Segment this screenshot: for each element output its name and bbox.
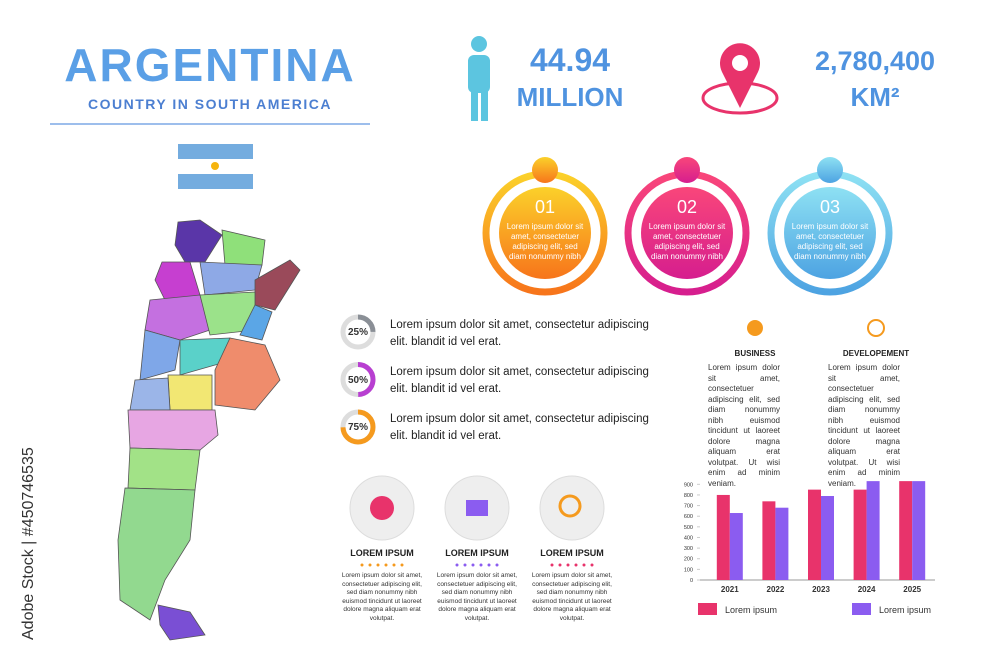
progress-arc <box>340 314 376 350</box>
step-text: Lorem ipsum dolor sit amet, consectetuer… <box>648 222 726 261</box>
x-tick-label: 2024 <box>858 585 876 594</box>
stat-value: 2,780,400 <box>814 46 936 76</box>
legend-label: Lorem ipsum <box>725 605 777 615</box>
y-tick-label: 900 <box>684 482 693 488</box>
step-number: 01 <box>534 197 556 217</box>
y-tick-label: 300 <box>684 546 693 552</box>
location-icon <box>701 43 779 115</box>
progress-label: 50% <box>347 375 368 386</box>
progress-label: 25% <box>347 327 368 338</box>
step-text: Lorem ipsum dolor sit amet, consectetuer… <box>506 222 584 261</box>
x-tick-label: 2025 <box>903 585 921 594</box>
card-text: Lorem ipsum dolor sit amet, consectetuer… <box>436 572 518 622</box>
progress-text: Lorem ipsum dolor sit amet, consectetur … <box>390 413 649 442</box>
bar <box>853 489 867 580</box>
bar <box>912 481 926 580</box>
bar <box>808 489 821 580</box>
step-circles <box>482 157 893 296</box>
bar <box>899 481 913 580</box>
progress-text: Lorem ipsum dolor sit amet, consectetur … <box>390 319 649 348</box>
bar <box>729 513 743 580</box>
title: ARGENTINA <box>64 39 356 91</box>
feature-icons <box>747 319 885 337</box>
y-tick-label: 0 <box>690 578 693 584</box>
feature-title: BUSINESS <box>734 349 776 358</box>
card-icons <box>349 475 605 541</box>
legend-swatch <box>852 603 871 615</box>
person-icon <box>468 36 490 121</box>
feature-title: DEVELOPEMENT <box>842 349 910 358</box>
step-text: Lorem ipsum dolor sit amet, consectetuer… <box>791 222 869 261</box>
stat-value: 44.94 <box>529 42 611 78</box>
progress-arc <box>340 362 376 397</box>
x-tick-label: 2021 <box>721 585 739 594</box>
card-text: Lorem ipsum dolor sit amet, consectetuer… <box>341 572 423 622</box>
bar <box>775 507 789 580</box>
flag <box>178 144 253 189</box>
bar <box>762 501 776 580</box>
step-number: 02 <box>676 197 698 217</box>
y-tick-label: 400 <box>684 535 693 541</box>
card-title: LOREM IPSUM <box>540 548 604 558</box>
legend-swatch <box>698 603 717 615</box>
progress-arc <box>340 409 376 445</box>
map <box>117 219 301 641</box>
legend-label: Lorem ipsum <box>879 605 931 615</box>
step-number: 03 <box>819 197 841 217</box>
bar <box>866 481 880 580</box>
stat-unit: KM² <box>850 82 900 112</box>
progress-label: 75% <box>347 422 368 433</box>
card-text: Lorem ipsum dolor sit amet, consectetuer… <box>531 572 613 622</box>
feature-text: Lorem ipsum dolor sit amet, consectetuer… <box>828 363 900 488</box>
watermark: Adobe Stock | #450746535 <box>20 447 37 640</box>
feature-text: Lorem ipsum dolor sit amet, consectetuer… <box>708 363 780 488</box>
y-tick-label: 700 <box>684 504 693 510</box>
y-tick-label: 500 <box>684 525 693 531</box>
x-tick-label: 2022 <box>767 585 785 594</box>
bar <box>716 494 730 580</box>
stat-unit: MILLION <box>516 82 624 112</box>
y-tick-label: 100 <box>684 567 693 573</box>
card-title: LOREM IPSUM <box>350 548 414 558</box>
y-tick-label: 600 <box>684 514 693 520</box>
bar <box>821 496 834 580</box>
subtitle: COUNTRY IN SOUTH AMERICA <box>88 96 332 112</box>
card-title: LOREM IPSUM <box>445 548 509 558</box>
x-tick-label: 2023 <box>812 585 830 594</box>
y-tick-label: 800 <box>684 493 693 499</box>
y-tick-label: 200 <box>684 557 693 563</box>
card-dots <box>360 563 594 567</box>
progress-text: Lorem ipsum dolor sit amet, consectetur … <box>390 366 649 395</box>
